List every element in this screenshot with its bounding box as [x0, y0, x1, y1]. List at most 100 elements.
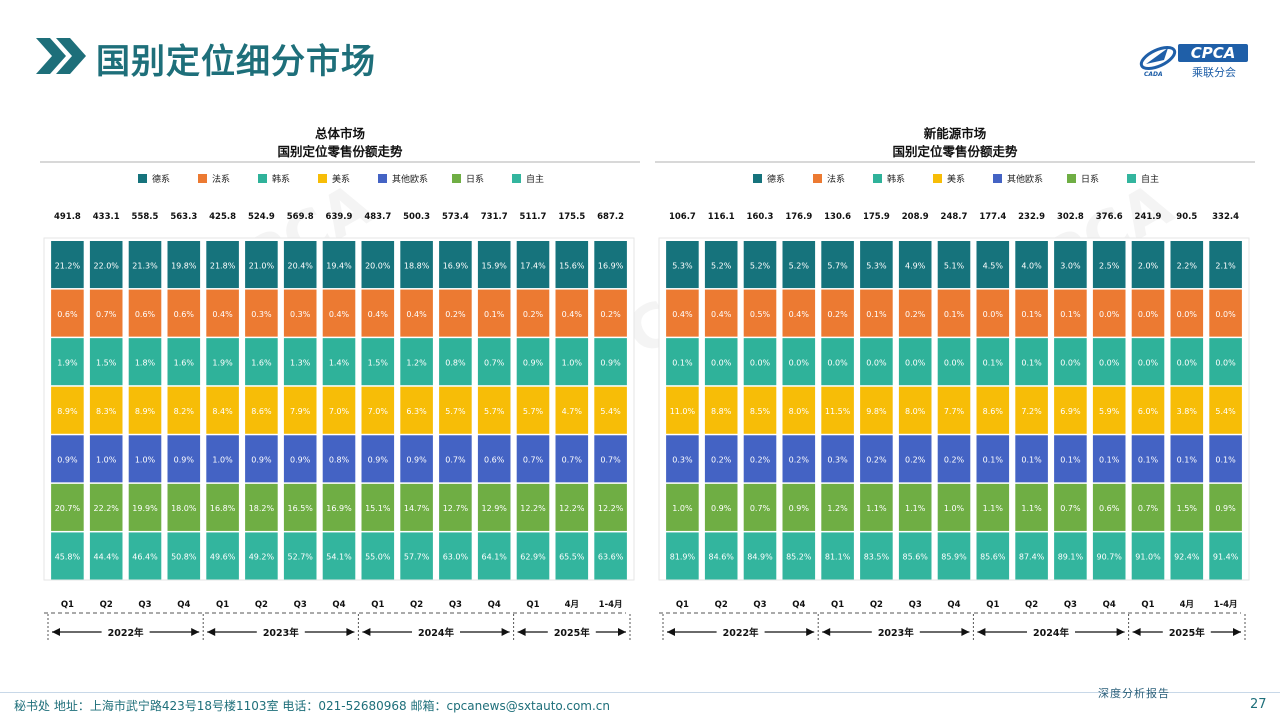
data-label: 0.1% [1060, 310, 1081, 319]
category-label: Q1 [371, 600, 384, 610]
bar-segment-french [361, 289, 395, 337]
bar-segment-german [1131, 241, 1165, 289]
legend-label: 日系 [1081, 174, 1099, 185]
category-label: Q1 [216, 600, 229, 610]
data-label: 91.4% [1213, 553, 1239, 562]
data-label: 0.7% [600, 456, 621, 465]
category-label: Q4 [177, 600, 190, 610]
category-label: Q1 [61, 600, 74, 610]
data-label: 0.0% [944, 358, 965, 367]
year-label: 2025年 [1169, 627, 1205, 639]
data-label: 85.6% [980, 553, 1006, 562]
data-label: 1.6% [251, 358, 272, 367]
bar-segment-japanese [666, 483, 699, 531]
data-label: 0.6% [57, 310, 78, 319]
year-label: 2024年 [418, 627, 454, 639]
legend-label: 法系 [212, 173, 230, 185]
bar-segment-japanese [322, 483, 356, 531]
bar-segment-german [937, 241, 971, 289]
bar-segment-domestic [51, 532, 84, 580]
data-label: 0.0% [711, 358, 732, 367]
bar-segment-american [743, 386, 777, 434]
bar-segment-german [400, 241, 433, 289]
bar-segment-other-european [128, 435, 162, 483]
data-label: 0.0% [1177, 358, 1198, 367]
bar-segment-korean [439, 338, 472, 386]
footer-contact: 秘书处 地址：上海市武宁路423号18号楼1103室 电话：021-526809… [14, 699, 611, 713]
data-label: 9.8% [866, 407, 887, 416]
bar-segment-american [1054, 386, 1087, 434]
category-label: Q3 [294, 600, 307, 610]
bar-segment-japanese [128, 483, 162, 531]
category-label: Q3 [1064, 600, 1077, 610]
legend-swatch [1127, 174, 1136, 183]
bar-segment-korean [51, 338, 84, 386]
data-label: 57.7% [404, 553, 430, 562]
category-label: Q1 [526, 600, 539, 610]
data-label: 14.7% [404, 504, 430, 513]
bar-segment-french [898, 289, 932, 337]
year-label: 2023年 [263, 627, 299, 639]
data-label: 0.4% [368, 310, 389, 319]
bar-segment-japanese [860, 483, 893, 531]
legend-label: 韩系 [887, 173, 905, 185]
bar-segment-german [860, 241, 893, 289]
data-label: 0.0% [866, 358, 887, 367]
data-label: 0.0% [983, 310, 1004, 319]
bar-segment-other-european [782, 435, 816, 483]
bar-segment-american [555, 386, 589, 434]
bar-segment-german [1054, 241, 1087, 289]
data-label: 8.0% [905, 407, 926, 416]
data-label: 16.9% [443, 261, 469, 270]
bar-segment-domestic [821, 532, 854, 580]
data-label: 5.3% [672, 261, 693, 270]
data-label: 83.5% [864, 553, 890, 562]
data-label: 90.7% [1096, 553, 1122, 562]
data-label: 81.1% [825, 553, 851, 562]
bar-segment-korean [89, 338, 123, 386]
year-label: 2024年 [1033, 627, 1069, 639]
legend-label: 自主 [1141, 173, 1159, 185]
total-label: 176.9 [785, 212, 812, 222]
total-label: 130.6 [824, 212, 851, 222]
data-label: 7.7% [944, 407, 965, 416]
bar-segment-american [361, 386, 395, 434]
logo-subtext: 乘联分会 [1192, 66, 1236, 79]
data-label: 11.0% [670, 407, 696, 416]
bar-segment-japanese [89, 483, 123, 531]
bar-segment-american [206, 386, 239, 434]
bar-segment-other-european [704, 435, 738, 483]
data-label: 46.4% [132, 553, 158, 562]
data-label: 92.4% [1174, 553, 1200, 562]
arrow-right-icon [1116, 628, 1125, 636]
category-label: Q3 [138, 600, 151, 610]
legend-swatch [452, 174, 461, 183]
arrow-right-icon [501, 628, 510, 636]
data-label: 15.6% [559, 261, 585, 270]
data-label: 0.2% [523, 310, 544, 319]
data-label: 1.0% [562, 358, 583, 367]
bar-segment-american [1131, 386, 1165, 434]
bar-segment-american [666, 386, 699, 434]
bar-segment-japanese [594, 483, 627, 531]
bar-segment-american [860, 386, 893, 434]
data-label: 20.7% [55, 504, 81, 513]
bar-segment-american [322, 386, 356, 434]
data-label: 5.2% [711, 261, 732, 270]
bar-segment-german [128, 241, 162, 289]
data-label: 5.7% [445, 407, 466, 416]
bar-segment-other-european [555, 435, 589, 483]
bar-segment-german [1170, 241, 1204, 289]
bar-segment-domestic [128, 532, 162, 580]
data-label: 0.7% [1138, 504, 1159, 513]
data-label: 0.2% [905, 456, 926, 465]
data-label: 0.0% [1215, 310, 1236, 319]
legend-swatch [378, 174, 387, 183]
bar-segment-japanese [821, 483, 854, 531]
legend-item-other-european: 其他欧系 [378, 173, 428, 185]
bar-segment-japanese [245, 483, 278, 531]
data-label: 1.3% [290, 358, 311, 367]
total-label: 731.7 [481, 212, 508, 222]
data-label: 0.9% [251, 456, 272, 465]
data-label: 0.2% [789, 456, 810, 465]
